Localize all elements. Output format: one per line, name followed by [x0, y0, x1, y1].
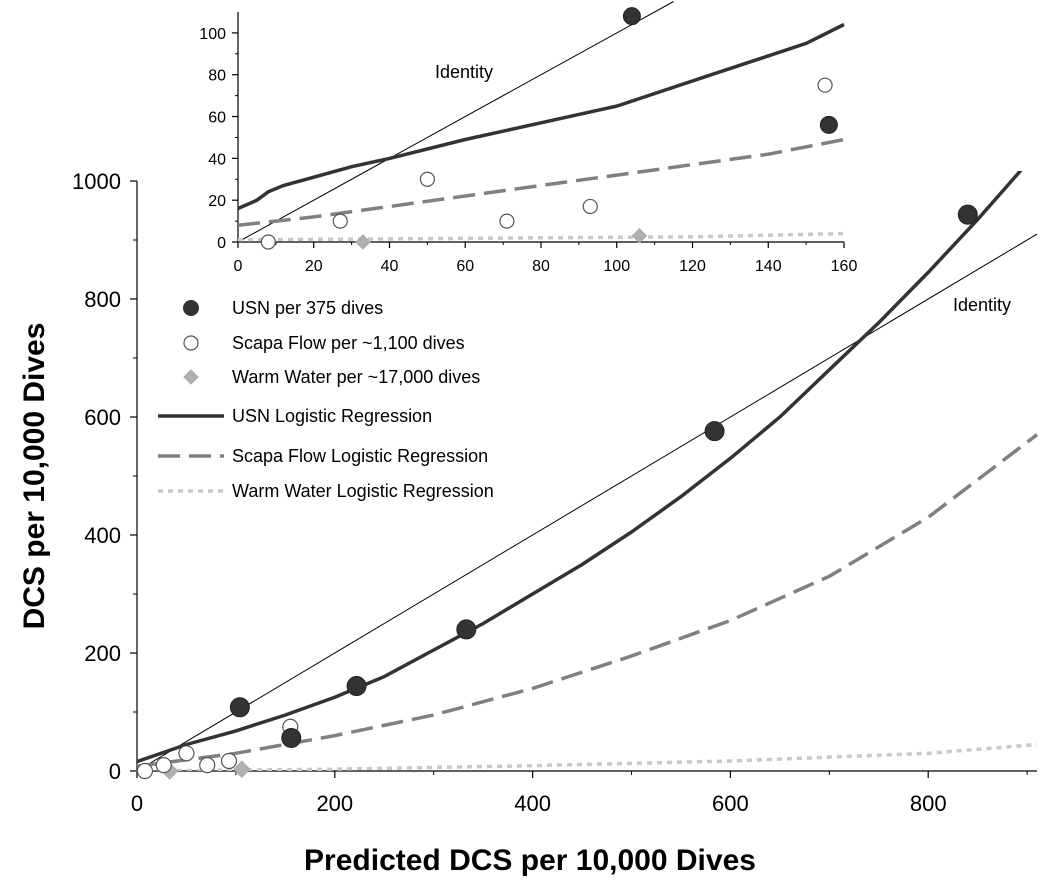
- main-x-tick-label: 0: [131, 791, 143, 816]
- inset-y-tick-label: 60: [208, 110, 226, 127]
- inset-y-tick-label: 100: [199, 26, 226, 43]
- main-y-axis-title: DCS per 10,000 Dives: [18, 323, 51, 630]
- legend: USN per 375 dives Scapa Flow per ~1,100 d…: [158, 298, 494, 501]
- scapa-flow-point: [136, 762, 154, 780]
- identity-line: [137, 233, 1038, 771]
- inset-usn-regression-curve: [238, 22, 845, 211]
- legend-marker-usn-point: [183, 300, 199, 316]
- legend-marker-scapa-point: [183, 335, 199, 351]
- inset-x-tick-label: 160: [831, 258, 858, 275]
- inset-identity-line: [238, 1, 674, 243]
- inset-y-tick-label: 20: [208, 193, 226, 210]
- legend-label: Scapa Flow per ~1,100 dives: [232, 333, 465, 353]
- inset-scapa-flow-point: [817, 77, 833, 93]
- main-y-tick-label: 600: [84, 405, 121, 430]
- scapa-flow-point: [155, 756, 172, 774]
- main-y-tick-label: 0: [109, 759, 121, 784]
- inset-plot: 0 20 40 60 80 100 120 140 160 0 20 40 60 80 100 Identit…: [183, 0, 864, 292]
- scapa-flow-point: [178, 745, 195, 762]
- main-x-tick-label: 800: [910, 791, 947, 816]
- inset-x-tick-label: 40: [381, 258, 399, 275]
- inset-usn-point: [819, 115, 838, 134]
- main-x-tick-label: 200: [316, 791, 353, 816]
- inset-scapa-flow-point: [332, 213, 348, 229]
- inset-x-tick-label: 20: [305, 258, 323, 275]
- inset-x-tick-label: 120: [679, 258, 706, 275]
- inset-warm-water-point: [355, 234, 371, 250]
- usn-point: [957, 204, 978, 225]
- main-y-tick-label: 200: [84, 641, 121, 666]
- main-plot: 0 200 400 600 80002004006008001000Predicted …: [18, 169, 1039, 877]
- inset-background: [183, 0, 864, 292]
- main-x-tick-label: 600: [712, 791, 749, 816]
- main-y-tick-label: 400: [84, 523, 121, 548]
- usn-point: [456, 619, 477, 640]
- inset-x-tick-label: 80: [532, 258, 550, 275]
- usn-point: [229, 697, 250, 718]
- legend-marker-warm-point: [183, 369, 199, 385]
- inset-warm-water-point: [631, 228, 648, 244]
- legend-label: USN per 375 dives: [232, 298, 383, 318]
- inset-x-tick-label: 60: [456, 258, 474, 275]
- usn-point: [704, 421, 725, 442]
- legend-label: Warm Water per ~17,000 dives: [232, 367, 480, 387]
- inset-x-tick-label: 0: [234, 258, 243, 275]
- scapa-flow-regression-curve: [137, 433, 1039, 769]
- legend-label: Warm Water Logistic Regression: [232, 481, 494, 501]
- legend-label: USN Logistic Regression: [232, 406, 432, 426]
- usn-point: [346, 676, 367, 697]
- usn-point: [281, 727, 302, 748]
- inset-y-tick-label: 40: [208, 151, 226, 168]
- scapa-flow-point: [199, 756, 216, 774]
- usn-regression-curve: [137, 171, 1023, 764]
- inset-warm-water-regression-curve: [238, 231, 845, 242]
- inset-identity-label: Identity: [435, 62, 493, 82]
- inset-x-tick-label: 100: [603, 258, 630, 275]
- inset-scapa-flow-regression-curve: [238, 137, 845, 228]
- inset-scapa-flow-point: [499, 213, 515, 229]
- inset-y-tick-label: 80: [208, 68, 226, 85]
- inset-scapa-flow-point: [419, 171, 435, 187]
- main-x-axis-title: Predicted DCS per 10,000 Dives: [304, 844, 756, 877]
- inset-y-tick-label: 0: [217, 235, 226, 252]
- main-series-group: [137, 171, 1039, 771]
- inset-scapa-flow-point: [582, 198, 598, 215]
- legend-label: Scapa Flow Logistic Regression: [232, 446, 488, 466]
- main-identity-label: Identity: [953, 295, 1011, 315]
- inset-x-tick-label: 140: [755, 258, 782, 275]
- inset-scapa-flow-point: [260, 234, 276, 250]
- inset-series-group: [238, 1, 845, 243]
- inset-usn-point: [622, 7, 641, 26]
- warm-water-point: [233, 760, 251, 778]
- scapa-flow-point: [220, 752, 238, 770]
- main-y-tick-label: 800: [84, 287, 121, 312]
- main-y-tick-label: 1000: [72, 169, 121, 194]
- main-x-tick-label: 400: [514, 791, 551, 816]
- warm-water-regression-curve: [137, 742, 1038, 771]
